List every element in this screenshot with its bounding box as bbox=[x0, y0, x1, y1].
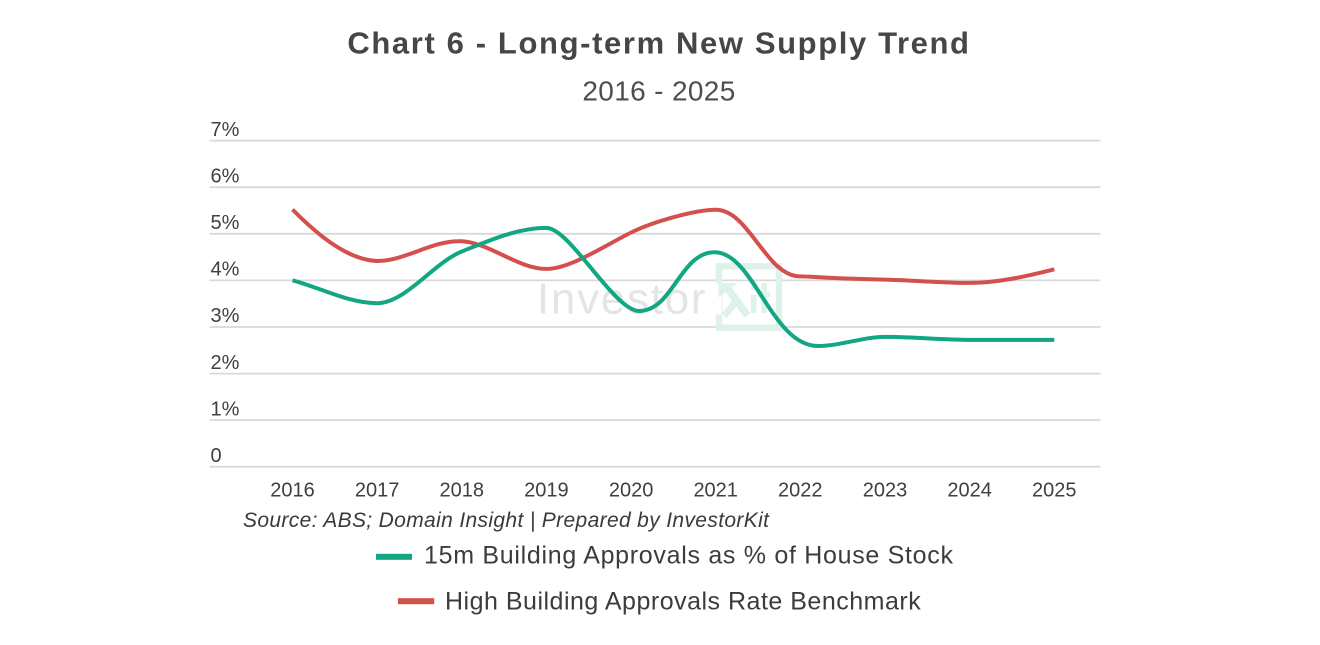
svg-text:2018: 2018 bbox=[440, 479, 485, 501]
svg-text:2023: 2023 bbox=[863, 479, 908, 501]
svg-text:0: 0 bbox=[211, 445, 222, 467]
svg-text:2016: 2016 bbox=[270, 479, 315, 501]
svg-text:Investor: Investor bbox=[537, 275, 707, 324]
svg-text:7%: 7% bbox=[211, 119, 240, 141]
svg-text:2019: 2019 bbox=[524, 479, 569, 501]
svg-text:High Building Approvals Rate B: High Building Approvals Rate Benchmark bbox=[445, 588, 921, 616]
svg-text:Source: ABS; Domain Insight |: Source: ABS; Domain Insight | Prepared b… bbox=[243, 509, 770, 532]
svg-text:1%: 1% bbox=[211, 398, 240, 420]
svg-text:2020: 2020 bbox=[609, 479, 654, 501]
svg-text:15m Building Approvals as % of: 15m Building Approvals as % of House Sto… bbox=[424, 542, 954, 570]
svg-text:2021: 2021 bbox=[693, 479, 738, 501]
svg-text:2024: 2024 bbox=[947, 479, 992, 501]
svg-text:2017: 2017 bbox=[355, 479, 400, 501]
svg-text:2022: 2022 bbox=[778, 479, 823, 501]
svg-text:Chart 6 - Long-term New Supply: Chart 6 - Long-term New Supply Trend bbox=[347, 26, 970, 61]
svg-text:2025: 2025 bbox=[1032, 479, 1077, 501]
svg-text:6%: 6% bbox=[211, 165, 240, 187]
svg-text:4%: 4% bbox=[211, 259, 240, 281]
svg-text:3%: 3% bbox=[211, 305, 240, 327]
svg-text:2%: 2% bbox=[211, 352, 240, 374]
svg-text:2016 - 2025: 2016 - 2025 bbox=[582, 76, 735, 107]
svg-text:5%: 5% bbox=[211, 212, 240, 234]
